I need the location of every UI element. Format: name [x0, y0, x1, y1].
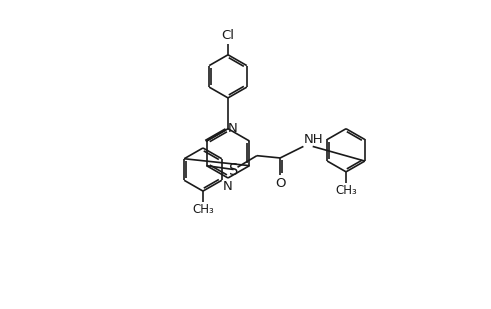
Text: CH₃: CH₃: [335, 184, 357, 197]
Text: Cl: Cl: [221, 29, 235, 42]
Text: N: N: [228, 122, 237, 135]
Text: NH: NH: [304, 133, 324, 146]
Text: O: O: [275, 177, 285, 190]
Text: CH₃: CH₃: [192, 203, 214, 216]
Text: S: S: [229, 163, 238, 178]
Text: N: N: [223, 180, 233, 193]
